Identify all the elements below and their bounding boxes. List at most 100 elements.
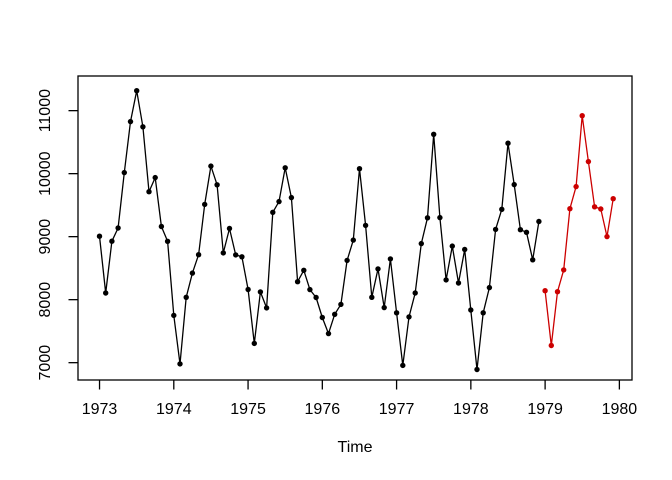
observed-data-point	[393, 310, 400, 316]
forecast-data-point	[548, 342, 554, 349]
observed-data-point	[462, 246, 468, 253]
observed-data-point	[437, 214, 443, 221]
observed-data-point	[208, 163, 214, 169]
observed-data-point	[140, 124, 146, 130]
y-tick-label: 9000	[37, 219, 54, 255]
x-tick-label: 1979	[527, 401, 563, 418]
observed-data-point	[226, 225, 233, 232]
observed-data-point	[492, 226, 499, 233]
observed-data-point	[301, 267, 307, 273]
observed-data-point	[189, 270, 196, 276]
observed-data-point	[418, 240, 424, 247]
x-tick-label: 1978	[453, 401, 489, 418]
observed-series-line	[98, 90, 540, 371]
x-tick-label: 1975	[230, 401, 266, 418]
observed-data-point	[270, 209, 276, 215]
observed-data-point	[103, 290, 109, 296]
observed-data-point	[177, 361, 183, 367]
observed-data-point	[294, 279, 301, 285]
forecast-data-point	[573, 183, 579, 190]
y-tick-label: 10000	[37, 151, 54, 196]
x-tick-label: 1974	[156, 401, 192, 418]
observed-data-point	[158, 223, 165, 230]
forecast-data-point	[554, 289, 561, 295]
observed-data-point	[400, 362, 406, 369]
observed-data-point	[431, 131, 437, 137]
forecast-series-line	[544, 115, 614, 347]
y-axis: 7000 8000 9000 10000 11000	[37, 89, 78, 381]
observed-data-point	[474, 366, 480, 373]
observed-data-point	[381, 304, 387, 311]
observed-series-points	[96, 88, 542, 373]
observed-data-point	[505, 140, 511, 146]
observed-data-point	[362, 222, 369, 229]
observed-data-point	[288, 194, 295, 201]
observed-data-point	[146, 189, 152, 195]
plot-box	[77, 75, 633, 381]
observed-data-point	[530, 257, 536, 263]
y-tick-label: 11000	[37, 89, 54, 132]
observed-data-point	[369, 294, 375, 300]
observed-data-point	[480, 310, 486, 316]
observed-data-point	[220, 250, 226, 256]
observed-data-point	[251, 340, 257, 347]
observed-data-point	[134, 88, 140, 94]
forecast-data-point	[610, 196, 616, 202]
observed-data-point	[127, 118, 134, 125]
observed-data-point	[406, 314, 412, 320]
observed-data-point	[307, 286, 313, 293]
x-tick-label: 1977	[379, 401, 415, 418]
observed-data-point	[195, 252, 202, 258]
observed-data-point	[257, 289, 264, 295]
observed-data-point	[350, 237, 356, 243]
observed-data-point	[183, 294, 189, 300]
observed-data-point	[121, 169, 128, 176]
observed-data-point	[96, 233, 103, 239]
x-tick-label: 1976	[305, 401, 341, 418]
y-tick-label: 8000	[37, 282, 54, 318]
forecast-data-point	[561, 267, 567, 273]
observed-data-point	[536, 218, 542, 225]
observed-data-point	[449, 243, 455, 249]
forecast-data-point	[604, 233, 610, 240]
forecast-data-point	[579, 113, 585, 119]
x-tick-label: 1973	[82, 401, 118, 418]
observed-data-point	[276, 198, 282, 205]
observed-data-point	[499, 206, 505, 212]
observed-data-point	[164, 238, 171, 244]
observed-data-point	[412, 290, 418, 296]
observed-data-point	[214, 182, 220, 188]
forecast-series-points	[542, 113, 616, 349]
observed-data-point	[375, 266, 381, 272]
observed-data-point	[202, 201, 208, 208]
x-axis-title: Time	[338, 439, 373, 456]
observed-data-point	[486, 284, 493, 291]
plot-area: 1973 1974 1975 1976 1977 1978 1979 1980 7000 8000…	[37, 75, 638, 418]
observed-data-point	[455, 280, 462, 286]
y-tick-label: 7000	[37, 345, 54, 381]
observed-data-point	[332, 311, 338, 317]
observed-data-point	[233, 252, 239, 258]
observed-data-point	[282, 165, 288, 171]
forecast-data-point	[542, 288, 548, 294]
observed-data-point	[517, 227, 524, 233]
observed-data-point	[152, 174, 158, 181]
observed-data-point	[344, 257, 350, 264]
forecast-data-point	[591, 204, 598, 210]
observed-data-point	[313, 294, 319, 301]
observed-data-point	[523, 229, 530, 235]
observed-data-point	[424, 215, 431, 221]
observed-data-point	[319, 314, 325, 321]
observed-data-point	[387, 256, 394, 262]
observed-data-point	[511, 181, 517, 188]
observed-data-point	[443, 277, 449, 283]
x-axis: 1973 1974 1975 1976 1977 1978 1979 1980	[82, 380, 638, 418]
x-tick-label: 1980	[602, 401, 638, 418]
observed-data-point	[325, 330, 332, 337]
observed-data-point	[115, 225, 121, 231]
observed-data-point	[338, 301, 344, 308]
observed-data-point	[171, 312, 177, 319]
observed-data-point	[239, 254, 245, 260]
